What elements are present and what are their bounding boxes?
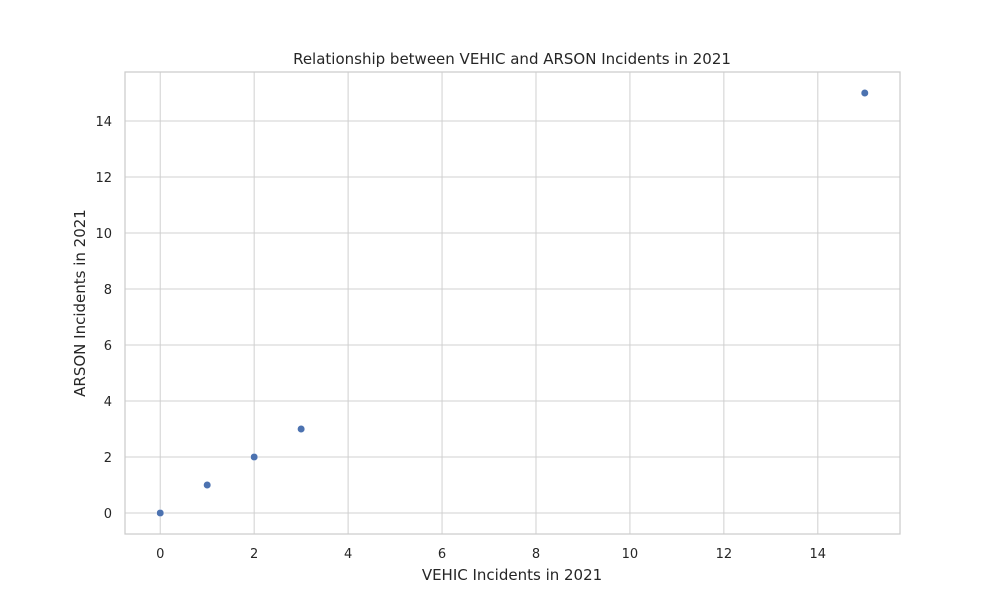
y-axis-label: ARSON Incidents in 2021 xyxy=(71,209,89,397)
x-tick-label: 0 xyxy=(156,547,164,562)
x-tick-label: 14 xyxy=(810,547,827,562)
x-tick-label: 2 xyxy=(250,547,258,562)
y-tick-label: 8 xyxy=(104,283,112,298)
chart-title: Relationship between VEHIC and ARSON Inc… xyxy=(293,50,731,68)
data-point xyxy=(860,88,869,98)
y-tick-label: 10 xyxy=(95,227,112,242)
grid-layer xyxy=(125,72,900,534)
x-tick-label: 8 xyxy=(532,547,540,562)
x-axis-label: VEHIC Incidents in 2021 xyxy=(422,566,602,584)
data-point xyxy=(156,508,165,518)
y-tick-label: 14 xyxy=(95,115,112,130)
data-point xyxy=(250,452,259,462)
x-tick-label: 12 xyxy=(716,547,733,562)
ticks-layer: 0 2 4 6 8 10 12 14 0 2 4 6 8 10 12 14 xyxy=(95,115,826,562)
x-tick-label: 10 xyxy=(622,547,639,562)
y-tick-label: 6 xyxy=(104,339,112,354)
x-tick-label: 4 xyxy=(344,547,352,562)
data-point xyxy=(297,424,306,434)
y-tick-label: 4 xyxy=(104,395,112,410)
y-tick-label: 2 xyxy=(104,451,112,466)
x-tick-label: 6 xyxy=(438,547,446,562)
points-layer xyxy=(156,88,869,518)
plot-frame xyxy=(124,71,901,535)
y-tick-label: 0 xyxy=(104,507,112,522)
y-tick-label: 12 xyxy=(95,171,112,186)
data-point xyxy=(203,480,212,490)
